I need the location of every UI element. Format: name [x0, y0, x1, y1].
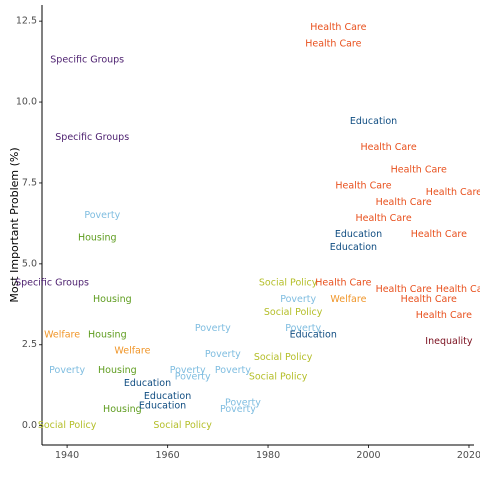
- point-label: Education: [350, 116, 397, 127]
- x-tick-label: 1980: [256, 450, 280, 461]
- point-label: Education: [290, 330, 337, 341]
- point-label: Poverty: [175, 372, 211, 383]
- point-label: Education: [144, 391, 191, 402]
- point-label: Education: [335, 229, 382, 240]
- point-label: Health Care: [401, 294, 457, 305]
- point-label: Health Care: [305, 38, 361, 49]
- point-label: Health Care: [391, 165, 447, 176]
- data-labels: Specific Groups Specific Groups Specific G…: [15, 22, 480, 431]
- point-label: Health Care: [355, 213, 411, 224]
- x-tick-label: 2000: [356, 450, 380, 461]
- point-label: Health Care: [310, 22, 366, 33]
- point-label: Health Care: [376, 197, 432, 208]
- y-tick-label: 2.5: [22, 339, 37, 350]
- x-tick-label: 2020: [457, 450, 480, 461]
- point-label: Housing: [103, 404, 142, 415]
- point-label: Health Care: [411, 229, 467, 240]
- y-tick-label: 5.0: [22, 258, 37, 269]
- point-label: Health Care: [360, 142, 416, 153]
- x-tick-label: 1940: [55, 450, 79, 461]
- point-label: Education: [330, 242, 377, 253]
- point-label: Health Care: [436, 284, 480, 295]
- y-tick-label: 7.5: [22, 177, 37, 188]
- point-label: Poverty: [285, 323, 321, 334]
- point-label: Health Care: [376, 284, 432, 295]
- point-label: Poverty: [220, 404, 256, 415]
- point-label: Social Policy: [38, 420, 97, 431]
- point-label: Poverty: [170, 365, 206, 376]
- point-label: Social Policy: [153, 420, 212, 431]
- point-label: Welfare: [44, 330, 80, 341]
- y-tick-label: 0.0: [22, 420, 37, 431]
- point-label: Housing: [93, 294, 132, 305]
- y-tick-label: 10.0: [16, 97, 37, 108]
- point-label: Specific Groups: [50, 55, 124, 66]
- point-label: Health Care: [315, 278, 371, 289]
- point-label: Education: [139, 401, 186, 412]
- point-label: Social Policy: [254, 352, 313, 363]
- point-label: Welfare: [330, 294, 366, 305]
- point-label: Poverty: [49, 365, 85, 376]
- point-label: Specific Groups: [15, 278, 89, 289]
- point-label: Welfare: [114, 346, 150, 357]
- point-label: Health Care: [426, 187, 480, 198]
- point-label: Inequality: [425, 336, 473, 347]
- point-label: Specific Groups: [55, 132, 129, 143]
- y-tick-label: 12.5: [16, 16, 37, 27]
- point-label: Education: [124, 378, 171, 389]
- point-label: Social Policy: [259, 278, 318, 289]
- point-label: Housing: [88, 330, 127, 341]
- point-label: Housing: [98, 365, 137, 376]
- point-label: Poverty: [225, 397, 261, 408]
- point-label: Housing: [78, 232, 117, 243]
- y-axis-title: Most Important Problem (%): [8, 147, 21, 302]
- point-label: Poverty: [195, 323, 231, 334]
- x-tick-label: 1960: [155, 450, 179, 461]
- point-label: Social Policy: [249, 372, 308, 383]
- point-label: Poverty: [205, 349, 241, 360]
- point-label: Poverty: [215, 365, 251, 376]
- point-label: Poverty: [84, 210, 120, 221]
- point-label: Health Care: [335, 181, 391, 192]
- point-label: Poverty: [280, 294, 316, 305]
- x-axis-ticks: 1940 1960 1980 2000 2020: [55, 445, 480, 461]
- point-label: Health Care: [416, 310, 472, 321]
- point-label: Social Policy: [264, 307, 323, 318]
- y-axis-title-text: Most Important Problem (%): [8, 147, 21, 302]
